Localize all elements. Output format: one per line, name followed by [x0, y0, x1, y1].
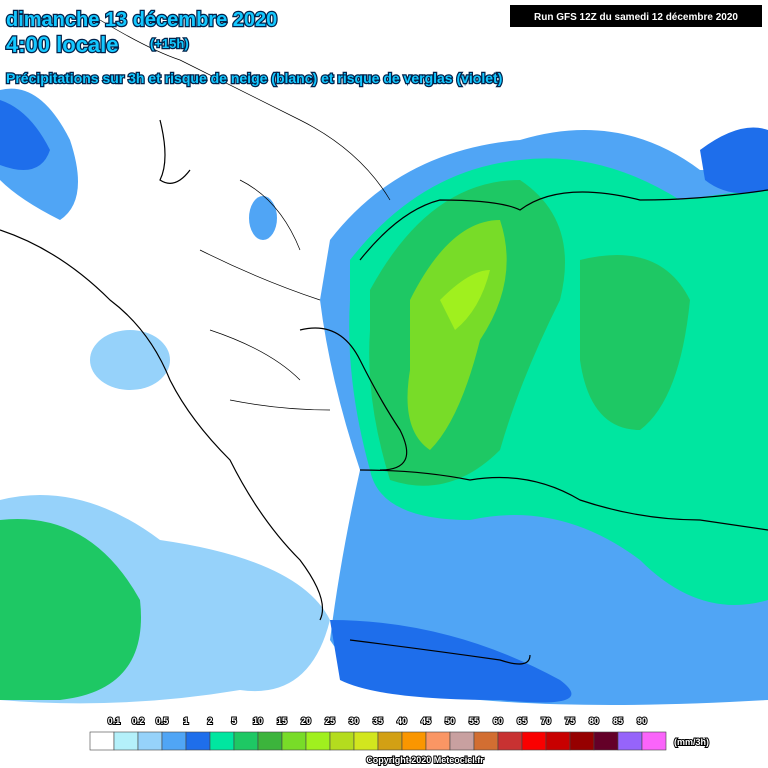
legend-swatch: [185, 731, 211, 751]
legend-swatch: [617, 731, 643, 751]
legend-label: 10: [253, 716, 263, 726]
legend-label: 15: [277, 716, 287, 726]
precip-area: [249, 196, 277, 240]
coastline: [159, 119, 191, 184]
legend-swatch: [473, 731, 499, 751]
legend-swatch: [425, 731, 451, 751]
legend-label: 35: [373, 716, 383, 726]
precip-area: [700, 127, 768, 194]
legend-swatch: [401, 731, 427, 751]
border: [99, 19, 391, 411]
legend-label: 0.5: [156, 716, 169, 726]
legend-label: 45: [421, 716, 431, 726]
legend-swatch: [257, 731, 283, 751]
legend: 0.1 0.2 0.5 1 2 5 10 15 20 25 30 35 40 45 50 55 60 65 70 75…: [89, 715, 667, 751]
legend-label: 60: [493, 716, 503, 726]
legend-label: 65: [517, 716, 527, 726]
legend-swatch: [569, 731, 595, 751]
coastline: [359, 469, 768, 531]
coastline: [299, 327, 408, 471]
legend-swatch: [113, 731, 139, 751]
subtitle: Précipitations sur 3h et risque de neige…: [6, 70, 502, 86]
legend-swatch: [89, 731, 115, 751]
legend-swatch: [281, 731, 307, 751]
legend-swatch: [209, 731, 235, 751]
legend-swatch: [449, 731, 475, 751]
coastlines: [0, 19, 768, 665]
legend-unit: (mm/3h): [674, 737, 709, 747]
legend-label: 25: [325, 716, 335, 726]
run-label: Run GFS 12Z du samedi 12 décembre 2020: [534, 12, 738, 23]
legend-swatch: [233, 731, 259, 751]
legend-label: 90: [637, 716, 647, 726]
precip-area: [90, 330, 170, 390]
legend-swatch: [545, 731, 571, 751]
legend-label: 2: [207, 716, 212, 726]
precip-area: [330, 620, 572, 703]
legend-swatch: [497, 731, 523, 751]
legend-swatch: [377, 731, 403, 751]
precipitation-field: [0, 88, 768, 705]
legend-label: 75: [565, 716, 575, 726]
lead-time: (+15h): [150, 36, 189, 51]
legend-swatch: [521, 731, 547, 751]
legend-label: 1: [183, 716, 188, 726]
copyright: Copyright 2020 Meteociel.fr: [366, 755, 484, 765]
legend-label: 85: [613, 716, 623, 726]
legend-label: 55: [469, 716, 479, 726]
legend-label: 0.1: [108, 716, 121, 726]
legend-label: 70: [541, 716, 551, 726]
legend-label: 0.2: [132, 716, 145, 726]
legend-swatch: [305, 731, 331, 751]
precip-area: [440, 270, 490, 330]
coastline: [359, 189, 768, 261]
coastline: [349, 639, 531, 665]
run-box: [510, 5, 762, 27]
legend-swatch: [329, 731, 355, 751]
legend-label: 40: [397, 716, 407, 726]
legend-swatch: [593, 731, 619, 751]
legend-label: 20: [301, 716, 311, 726]
date: dimanche 13 décembre 2020: [6, 9, 277, 31]
legend-label: 50: [445, 716, 455, 726]
legend-label: 5: [231, 716, 236, 726]
legend-swatch: [353, 731, 379, 751]
legend-swatch: [641, 731, 667, 751]
legend-label: 30: [349, 716, 359, 726]
precip-area: [580, 255, 690, 430]
legend-label: 80: [589, 716, 599, 726]
local-time: 4:00 locale: [6, 32, 119, 57]
legend-swatch: [137, 731, 163, 751]
legend-swatch: [161, 731, 187, 751]
coastline: [0, 229, 324, 621]
precip-area: [0, 100, 50, 170]
precip-area: [0, 519, 141, 700]
